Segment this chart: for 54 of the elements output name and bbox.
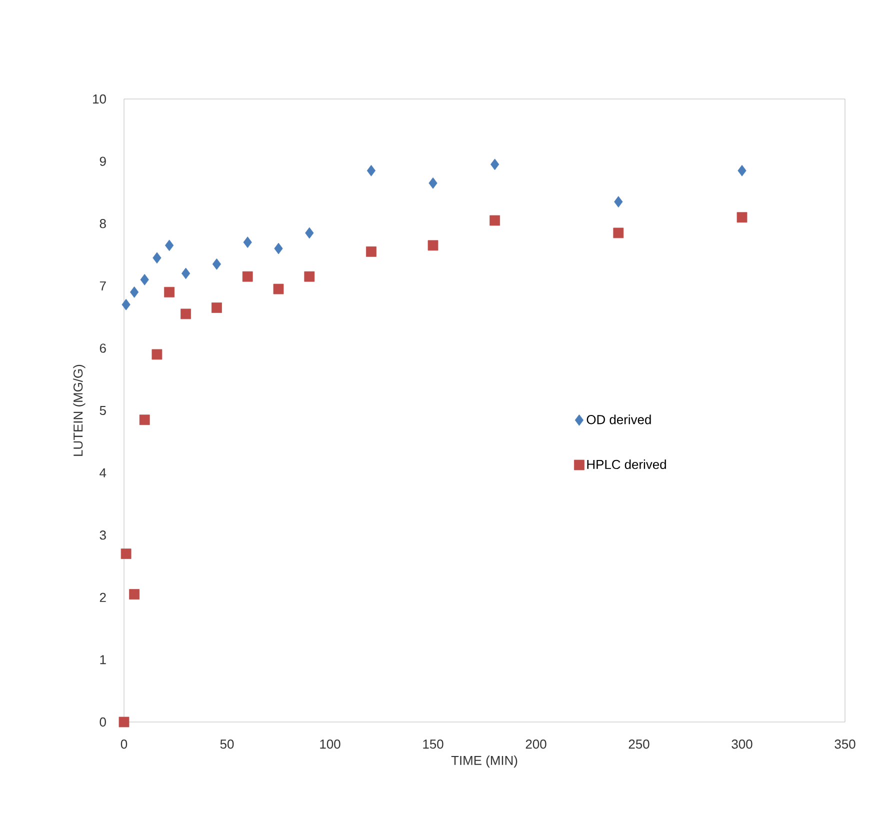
point bbox=[181, 268, 190, 280]
y-tick-label: 7 bbox=[100, 281, 106, 290]
point bbox=[122, 298, 130, 310]
point bbox=[212, 302, 222, 313]
point bbox=[428, 240, 438, 251]
point bbox=[129, 589, 140, 600]
point bbox=[139, 414, 150, 426]
point bbox=[152, 252, 162, 264]
x-tick-label: 300 bbox=[732, 740, 752, 749]
point bbox=[613, 228, 624, 238]
point bbox=[180, 308, 191, 320]
point bbox=[366, 164, 376, 176]
x-tick-label: 250 bbox=[628, 740, 650, 749]
point bbox=[305, 227, 314, 239]
y-tick-label: 1 bbox=[100, 655, 106, 664]
point bbox=[736, 212, 748, 223]
point bbox=[366, 246, 376, 257]
y-tick-label: 8 bbox=[100, 219, 106, 228]
y-tick-label: 10 bbox=[93, 94, 106, 104]
y-tick-label: 4 bbox=[100, 468, 106, 478]
point bbox=[273, 284, 284, 294]
x-tick-label: 100 bbox=[320, 740, 340, 749]
x-axis-title: TIME (MIN) bbox=[451, 756, 518, 768]
x-tick-label: 0 bbox=[120, 740, 128, 749]
point bbox=[304, 271, 315, 282]
point bbox=[242, 271, 253, 282]
y-tick-label: 2 bbox=[100, 592, 106, 602]
point bbox=[140, 274, 149, 286]
point bbox=[274, 242, 283, 254]
x-tick-label: 200 bbox=[526, 740, 546, 749]
point bbox=[243, 236, 252, 248]
x-tick-label: 150 bbox=[423, 740, 444, 749]
y-axis-title: LUTEIN (MG/G) bbox=[73, 364, 86, 456]
y-tick-label: 0 bbox=[100, 717, 106, 727]
point bbox=[738, 164, 746, 176]
point bbox=[490, 215, 500, 226]
point bbox=[212, 258, 222, 270]
y-tick-label: 3 bbox=[100, 530, 106, 540]
legend-label: HPLC derived bbox=[587, 460, 666, 470]
point bbox=[152, 349, 162, 360]
x-tick-label: 350 bbox=[834, 740, 856, 749]
y-tick-label: 9 bbox=[100, 156, 106, 166]
y-tick-label: 6 bbox=[100, 344, 106, 353]
legend-label: OD derived bbox=[586, 414, 651, 424]
y-tick-label: 5 bbox=[100, 406, 106, 416]
point bbox=[164, 240, 174, 252]
x-tick-label: 50 bbox=[220, 740, 234, 749]
point bbox=[490, 158, 500, 170]
point bbox=[120, 548, 132, 559]
point bbox=[614, 196, 623, 208]
point bbox=[130, 286, 139, 298]
point bbox=[118, 716, 130, 728]
point bbox=[428, 177, 438, 189]
point bbox=[164, 286, 175, 298]
